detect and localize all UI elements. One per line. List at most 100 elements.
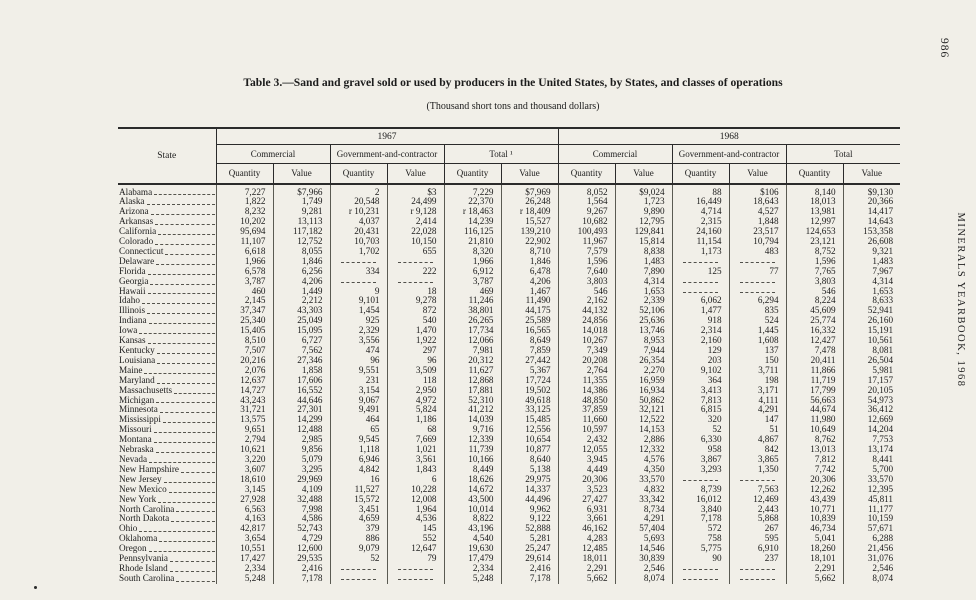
value-cell: 1,843 <box>386 464 444 475</box>
value-cell: 38,801 <box>443 306 501 317</box>
state-name: Kentucky <box>118 346 216 356</box>
value-cell: 77 <box>728 266 787 277</box>
value-cell: 6,062 <box>671 296 730 307</box>
nil-dashes <box>340 257 376 264</box>
value-cell: $106 <box>728 183 787 198</box>
value-cell: 12,647 <box>386 544 444 555</box>
value-cell: 1,966 <box>215 256 273 267</box>
value-cell: 52,310 <box>443 395 501 406</box>
column-header-value: Value <box>272 163 330 185</box>
value-cell: 33,125 <box>500 405 559 416</box>
value-cell: 1,702 <box>329 246 387 257</box>
value-cell: 14,039 <box>443 415 501 426</box>
value-cell: 7,178 <box>272 573 330 584</box>
value-cell: 15,572 <box>329 494 387 505</box>
value-cell: 3,451 <box>329 504 387 515</box>
value-cell: 10,654 <box>500 435 559 446</box>
value-cell: 2,315 <box>671 217 730 228</box>
value-cell: 46,162 <box>557 524 616 535</box>
value-cell: 5,662 <box>785 573 844 584</box>
value-cell: 24,160 <box>671 227 730 238</box>
value-cell: 10,621 <box>215 445 273 455</box>
value-cell: 9,491 <box>329 405 387 416</box>
value-cell: 11,154 <box>671 237 730 247</box>
value-cell: 18,260 <box>785 544 844 555</box>
group-header-commercial-1968: Commercial <box>557 144 673 164</box>
value-cell: 14,672 <box>443 484 501 495</box>
dotted-leader <box>176 580 215 582</box>
dotted-leader <box>154 194 215 196</box>
table-row: Massachusetts 14,727 16,552 3,154 2,950 17,88… <box>118 385 901 396</box>
value-cell: 48,850 <box>557 395 616 406</box>
table-row: Oklahoma 3,654 4,729 886 552 4,540 5,281 4,283 5… <box>118 534 901 545</box>
column-header-value: Value <box>500 163 559 185</box>
group-header-total-1968: Total <box>785 144 901 164</box>
value-cell: 95,694 <box>215 227 273 238</box>
table-content: Table 3.—Sand and gravel sold or used by… <box>118 76 908 584</box>
value-cell: 52,941 <box>842 306 901 317</box>
value-cell: 43,500 <box>443 494 501 505</box>
value-cell: 334 <box>329 266 387 277</box>
value-cell: 8,232 <box>215 207 273 218</box>
value-cell: 1,596 <box>785 256 844 267</box>
table-row: Colorado 11,107 12,752 10,703 10,150 21,810 22… <box>118 237 901 247</box>
value-cell: 552 <box>386 534 444 545</box>
year-header-row: State 1967 1968 <box>118 128 901 185</box>
value-cell <box>386 276 444 287</box>
value-cell: 9,651 <box>215 425 273 436</box>
state-name: Arkansas <box>118 217 216 227</box>
dotted-leader <box>156 352 215 354</box>
value-cell: 129,841 <box>614 227 673 238</box>
value-cell: 20,548 <box>329 197 387 208</box>
table-body: Alabama 7,227 $7,966 2 $3 7,229 $7,969 8,052 $9,… <box>118 183 901 584</box>
dotted-leader <box>141 303 215 305</box>
value-cell <box>671 563 730 574</box>
value-cell: 10,150 <box>386 237 444 247</box>
value-cell <box>386 573 444 584</box>
value-cell: 469 <box>443 286 501 297</box>
value-cell: 3,867 <box>671 454 730 465</box>
value-cell: 7,944 <box>614 346 673 356</box>
value-cell: 1,483 <box>614 256 673 267</box>
value-cell: 100,493 <box>557 227 616 238</box>
value-cell: 16 <box>329 474 387 485</box>
table-title: Table 3.—Sand and gravel sold or used by… <box>243 76 783 89</box>
value-cell: 9,281 <box>272 207 330 218</box>
nil-dashes <box>739 257 775 264</box>
state-name: South Carolina <box>118 574 216 584</box>
value-cell: 886 <box>329 534 387 545</box>
value-cell: 10,682 <box>557 217 616 228</box>
value-cell: 5,041 <box>785 534 844 545</box>
value-cell: 595 <box>728 534 787 545</box>
value-cell: 2,339 <box>614 296 673 307</box>
value-cell: 7,349 <box>557 346 616 356</box>
table-subtitle: (Thousand short tons and thousand dollar… <box>426 101 600 112</box>
value-cell: 1,445 <box>728 326 787 337</box>
value-cell: 29,975 <box>500 474 559 485</box>
table-row: South Carolina 5,248 7,178 5,248 7,178 5,662 8… <box>118 573 901 584</box>
value-cell: 1,596 <box>557 256 616 267</box>
dotted-leader <box>155 451 215 453</box>
value-cell: 9,079 <box>329 544 387 555</box>
table-row: Indiana 25,340 25,049 925 540 26,265 25,589 24,… <box>118 316 901 327</box>
value-cell: 12,556 <box>500 425 559 436</box>
value-cell: 22,370 <box>443 197 501 208</box>
nil-dashes <box>682 564 718 571</box>
value-cell: 7,998 <box>272 504 330 515</box>
value-cell: 3,787 <box>215 276 273 287</box>
value-cell <box>728 563 787 574</box>
value-cell: 20,105 <box>842 385 901 396</box>
value-cell: 3,803 <box>557 276 616 287</box>
value-cell: 20,366 <box>842 197 901 208</box>
data-table: State 1967 1968 Commercial Government-an… <box>118 127 901 584</box>
state-name: Maryland <box>118 376 216 386</box>
value-cell: 14,299 <box>272 415 330 426</box>
dotted-leader <box>156 263 215 265</box>
value-cell: 15,095 <box>272 326 330 337</box>
state-name: North Carolina <box>118 505 216 515</box>
value-cell: 8,710 <box>500 246 559 257</box>
column-header-value: Value <box>842 163 901 185</box>
value-cell: 26,265 <box>443 316 501 327</box>
nil-dashes <box>682 574 718 581</box>
value-cell: 2,329 <box>329 326 387 337</box>
